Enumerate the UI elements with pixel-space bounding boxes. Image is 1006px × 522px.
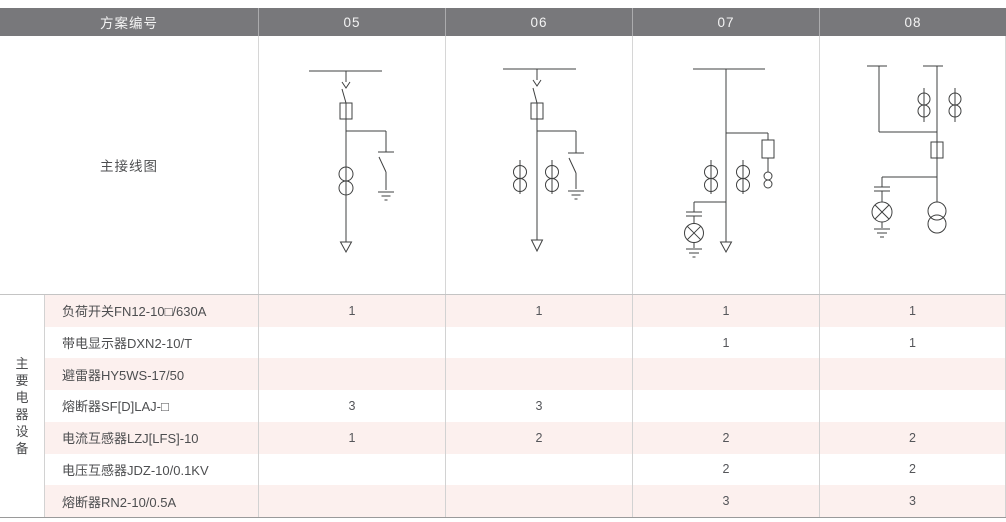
quantity-cell [258, 453, 445, 486]
quantity-cell: 1 [632, 295, 819, 327]
scheme-06-single-line-diagram [503, 68, 584, 253]
quantity-cell [445, 326, 632, 359]
equipment-name: 带电显示器DXN2-10/T [45, 326, 258, 359]
cable-terminal-arrow-icon [339, 241, 353, 254]
equipment-name: 熔断器RN2-10/0.5A [45, 485, 258, 517]
current-transformer-icon [948, 88, 962, 122]
scheme-07-single-line-diagram [684, 68, 775, 258]
quantity-cell [258, 326, 445, 359]
quantity-cell: 2 [632, 421, 819, 454]
current-transformer-icon [704, 160, 718, 194]
charged-display-branch [684, 201, 726, 258]
quantity-cell: 2 [632, 453, 819, 486]
cable-terminal-arrow-icon [719, 241, 733, 254]
quantity-cell [632, 390, 819, 422]
equipment-name: 避雷器HY5WS-17/50 [45, 358, 258, 391]
scheme-07-diagram-cell [632, 36, 819, 294]
earthing-switch-branch [346, 130, 394, 201]
side-label-char: 要 [15, 372, 29, 388]
quantity-cell [819, 358, 1006, 391]
quantity-cell [445, 485, 632, 517]
scheme-06-header: 06 [445, 8, 632, 36]
quantity-cell: 1 [819, 295, 1006, 327]
fuse-icon [930, 141, 944, 159]
side-label-char: 电 [15, 389, 29, 405]
quantity-cell [819, 390, 1006, 422]
scheme-07-header: 07 [632, 8, 819, 36]
cable-terminal-arrow-icon [530, 239, 544, 253]
quantity-cell: 3 [258, 390, 445, 422]
quantity-cell [258, 358, 445, 391]
quantity-cell: 1 [258, 421, 445, 454]
current-transformer-icon [545, 160, 559, 194]
scheme-05-single-line-diagram [309, 70, 394, 254]
load-switch-icon [341, 71, 351, 104]
equipment-name: 电压互感器JDZ-10/0.1KV [45, 453, 258, 486]
equipment-name: 熔断器SF[D]LAJ-□ [45, 390, 258, 422]
charged-display-branch [871, 176, 937, 238]
scheme-05-diagram-cell [258, 36, 445, 294]
quantity-cell: 2 [819, 453, 1006, 486]
scheme-number-label: 方案编号 [100, 16, 158, 31]
quantity-cell: 2 [819, 421, 1006, 454]
quantity-cell: 1 [819, 326, 1006, 359]
scheme-08-diagram-cell [819, 36, 1006, 294]
quantity-cell: 2 [445, 421, 632, 454]
quantity-cell [445, 453, 632, 486]
quantity-cell: 1 [258, 295, 445, 327]
main-wiring-diagram-title: 主接线图 [100, 159, 158, 174]
equipment-table: 主 要 电 器 设 备 负荷开关FN12-10□/630A 1 1 1 1 带电… [0, 295, 1006, 518]
scheme-05-header: 05 [258, 8, 445, 36]
current-transformer-icon [338, 166, 354, 196]
quantity-cell: 3 [819, 485, 1006, 517]
earthing-switch-branch [537, 130, 584, 200]
quantity-cell [258, 485, 445, 517]
main-wiring-diagram-row: 主接线图 [0, 36, 1006, 295]
quantity-cell: 3 [632, 485, 819, 517]
quantity-cell [445, 358, 632, 391]
scheme-06-diagram-cell [445, 36, 632, 294]
equipment-name: 负荷开关FN12-10□/630A [45, 295, 258, 327]
quantity-cell [632, 358, 819, 391]
current-transformer-icon [736, 160, 750, 194]
current-transformer-icon [917, 88, 931, 122]
side-label-char: 备 [15, 440, 29, 456]
equipment-group-label: 主 要 电 器 设 备 [0, 295, 45, 517]
scheme-08-single-line-diagram [867, 65, 962, 238]
current-transformer-icon [513, 160, 527, 194]
voltage-transformer-icon [927, 201, 947, 234]
side-label-char: 设 [15, 423, 29, 439]
quantity-cell: 1 [632, 326, 819, 359]
side-label-char: 主 [15, 355, 29, 371]
voltage-transformer-branch [726, 132, 775, 189]
scheme-table: 方案编号 05 06 07 08 主接线图 [0, 8, 1006, 518]
fuse-icon [761, 139, 775, 159]
table-header-row: 方案编号 05 06 07 08 [0, 8, 1006, 36]
scheme-08-header: 08 [819, 8, 1006, 36]
load-switch-icon [532, 69, 542, 104]
side-label-char: 器 [15, 406, 29, 422]
equipment-name: 电流互感器LZJ[LFS]-10 [45, 421, 258, 454]
quantity-cell: 3 [445, 390, 632, 422]
quantity-cell: 1 [445, 295, 632, 327]
